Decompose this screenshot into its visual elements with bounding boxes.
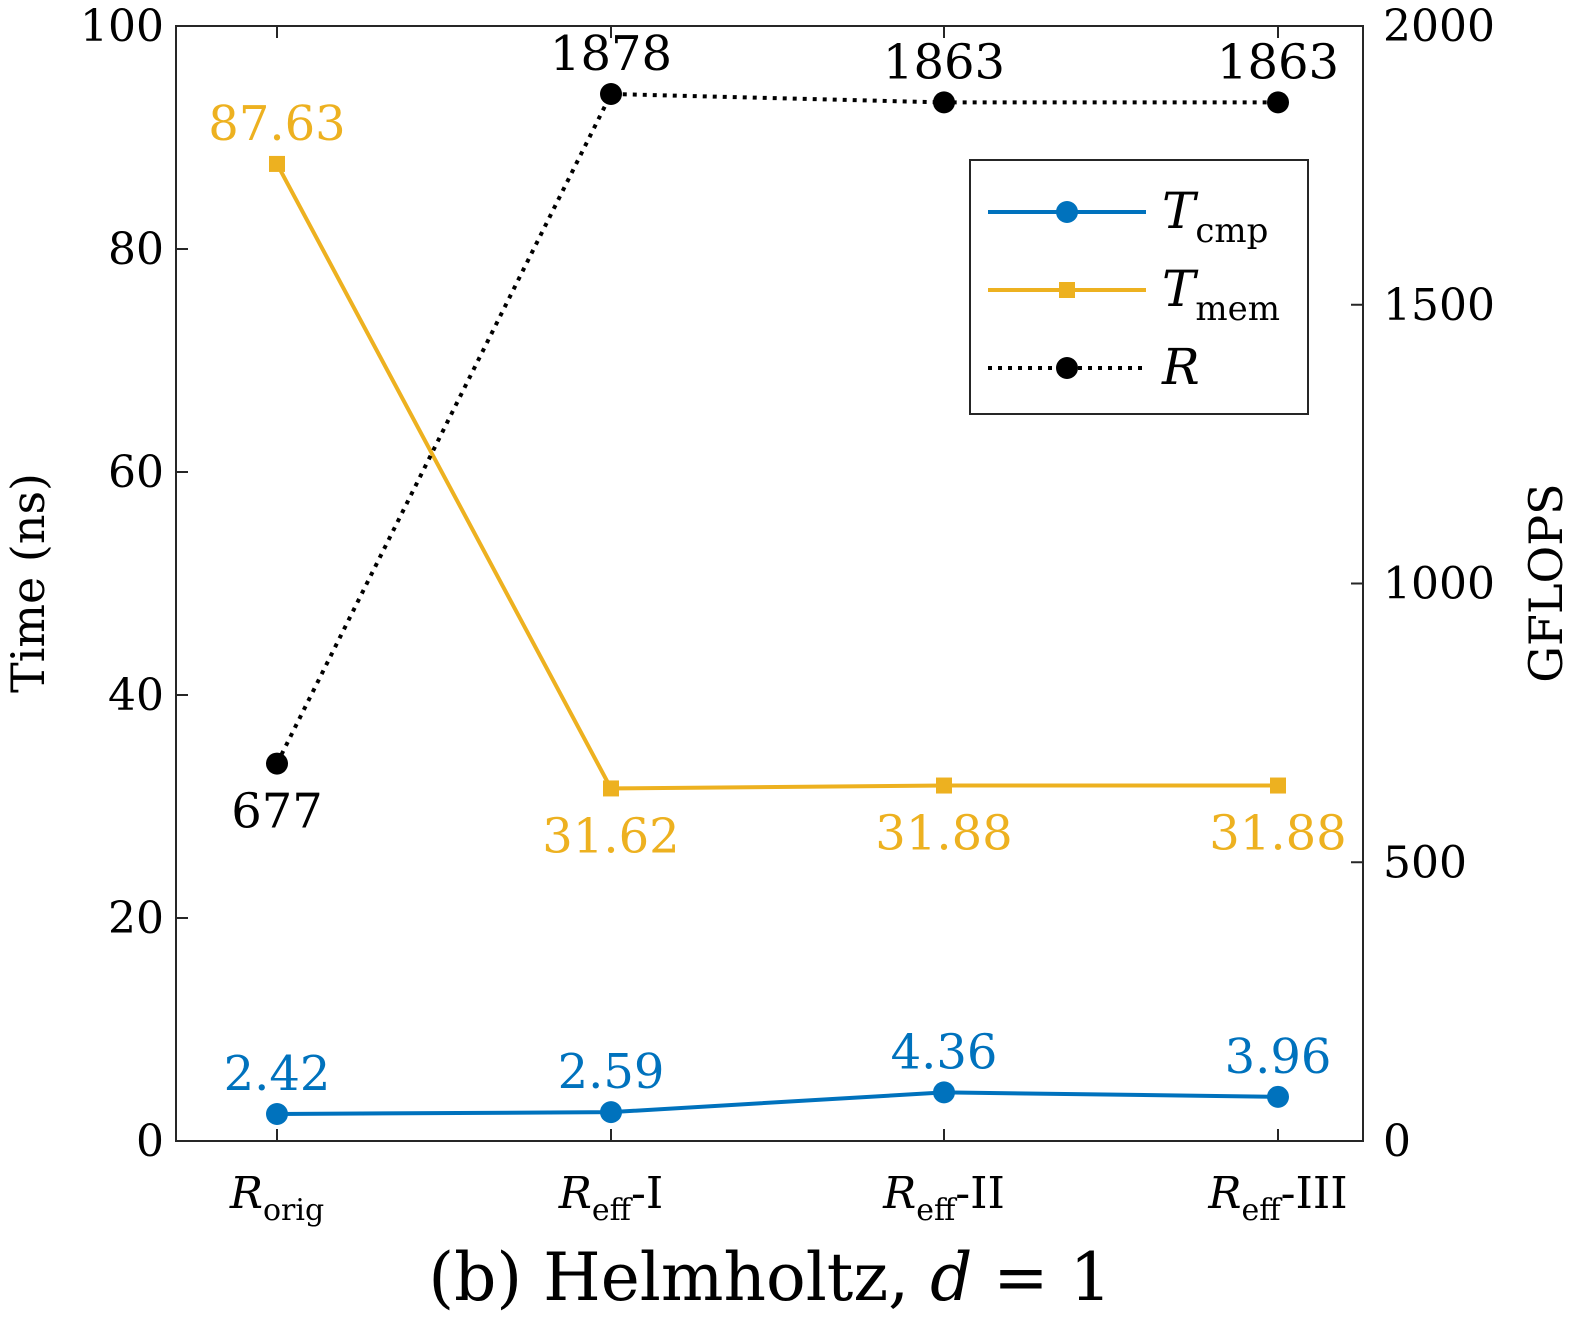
- legend-label: Tcmp: [1162, 182, 1268, 251]
- legend-box: [969, 159, 1309, 415]
- data-point: [269, 155, 285, 172]
- data-label: 31.88: [1209, 806, 1346, 862]
- caption-suffix: = 1: [972, 1239, 1111, 1316]
- legend-marker: [1059, 282, 1075, 298]
- data-point: [266, 1103, 288, 1126]
- legend-label: R: [1161, 338, 1200, 396]
- legend-label-sub: cmp: [1195, 211, 1268, 251]
- series-t-cmp: [266, 1081, 1289, 1126]
- data-label: 31.62: [542, 808, 679, 864]
- x-tick-label-sub: eff: [592, 1193, 634, 1228]
- data-label: 4.36: [891, 1024, 998, 1080]
- series-r: [266, 83, 1289, 775]
- legend-marker: [1056, 201, 1078, 223]
- data-point: [266, 752, 288, 775]
- x-tick-label-sub: eff: [916, 1193, 958, 1228]
- x-tick-label-sub: orig: [263, 1193, 324, 1228]
- x-tick-label-sub: eff: [1242, 1193, 1284, 1228]
- left-tick-label: 20: [108, 893, 164, 944]
- data-label: 87.63: [208, 96, 345, 152]
- data-labels: 2.42 2.59 4.36 3.96 87.63 31.62 31.88 31.88 677 1…: [208, 26, 1346, 1102]
- series-line: [276, 1090, 1279, 1117]
- legend-item: R: [988, 338, 1200, 396]
- chart-caption: (b) Helmholtz, d = 1: [428, 1239, 1111, 1316]
- right-tick-label: 0: [1383, 1116, 1411, 1167]
- data-point: [1270, 777, 1286, 794]
- x-tick-label: Rorig: [229, 1168, 324, 1228]
- x-tick-label-base: R: [882, 1168, 916, 1219]
- legend-marker: [1056, 357, 1078, 379]
- data-label: 2.59: [558, 1044, 665, 1100]
- data-point: [936, 777, 952, 794]
- right-tick-label: 500: [1383, 837, 1467, 888]
- right-axis-title: GFLOPS: [1519, 483, 1573, 682]
- left-tick-label: 0: [136, 1116, 164, 1167]
- legend-item: Tcmp: [988, 182, 1268, 251]
- x-tick-label-suffix: -II: [955, 1168, 1005, 1219]
- data-label: 31.88: [875, 806, 1012, 862]
- x-tick-label-base: R: [558, 1168, 592, 1219]
- x-tick-label-base: R: [229, 1168, 263, 1219]
- x-tick-label-suffix: -I: [631, 1168, 663, 1219]
- legend-label-base: T: [1162, 182, 1199, 240]
- data-point: [600, 83, 622, 106]
- series-t-mem: [269, 155, 1286, 797]
- data-label: 1863: [883, 34, 1005, 90]
- data-point: [933, 1081, 955, 1104]
- left-tick-label: 60: [108, 447, 164, 498]
- x-tick-label: Reff-III: [1207, 1168, 1347, 1228]
- legend-label-base: R: [1161, 338, 1200, 396]
- x-tick-label-base: R: [1207, 1168, 1241, 1219]
- left-axis-title: Time (ns): [1, 473, 55, 693]
- x-axis: Rorig Reff-I Reff-II Reff-III: [229, 26, 1348, 1228]
- data-label: 3.96: [1225, 1029, 1332, 1085]
- data-label: 1878: [550, 26, 672, 82]
- caption-prefix: (b) Helmholtz,: [428, 1239, 930, 1316]
- legend-label-base: T: [1162, 260, 1199, 318]
- right-axis: 0 500 1000 1500 2000: [1351, 1, 1495, 1167]
- x-tick-label: Reff-II: [882, 1168, 1005, 1228]
- legend-label: Tmem: [1162, 260, 1280, 329]
- x-tick-label: Reff-I: [558, 1168, 663, 1228]
- data-label: 1863: [1217, 34, 1339, 90]
- data-label: 677: [231, 784, 323, 840]
- left-tick-label: 40: [108, 670, 164, 721]
- left-tick-label: 100: [80, 1, 164, 52]
- data-point: [1267, 91, 1289, 114]
- data-point: [933, 91, 955, 114]
- data-point: [1267, 1085, 1289, 1108]
- series-layer: [266, 83, 1289, 1126]
- legend-item: Tmem: [988, 260, 1280, 329]
- legend-label-sub: mem: [1195, 289, 1280, 329]
- data-point: [603, 780, 619, 797]
- x-tick-label-suffix: -III: [1281, 1168, 1348, 1219]
- left-axis: 0 20 40 60 80 100: [80, 1, 188, 1167]
- data-point: [600, 1101, 622, 1124]
- series-line: [275, 162, 1278, 791]
- right-tick-label: 1500: [1383, 280, 1495, 331]
- right-tick-label: 2000: [1383, 1, 1495, 52]
- data-label: 2.42: [224, 1046, 331, 1102]
- caption-variable: d: [930, 1239, 972, 1316]
- left-tick-label: 80: [108, 224, 164, 275]
- right-tick-label: 1000: [1383, 559, 1495, 610]
